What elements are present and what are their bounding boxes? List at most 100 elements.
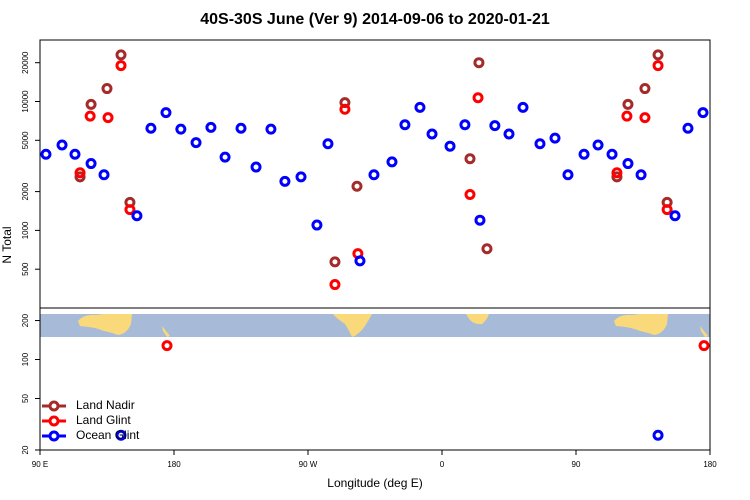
y-tick-label: 2000 <box>21 182 30 200</box>
point <box>621 110 633 122</box>
point <box>474 214 486 226</box>
x-tick-label: 180 <box>703 460 717 469</box>
point <box>578 148 590 160</box>
point <box>115 429 127 441</box>
y-axis-label: N Total <box>0 226 14 263</box>
y-tick-label: 50 <box>21 393 30 402</box>
point <box>102 112 114 124</box>
point <box>639 83 651 95</box>
point <box>652 429 664 441</box>
point <box>250 161 262 173</box>
point <box>549 132 561 144</box>
point <box>473 57 485 69</box>
point <box>426 128 438 140</box>
point <box>74 167 86 179</box>
point <box>611 171 623 183</box>
point <box>56 139 68 151</box>
point <box>472 92 484 104</box>
point <box>190 137 202 149</box>
point <box>235 122 247 134</box>
y-tick-label: 20000 <box>21 51 30 74</box>
point <box>279 175 291 187</box>
y-tick-label: 200 <box>21 313 30 327</box>
point <box>464 153 476 165</box>
legend-label: Land Nadir <box>76 398 135 412</box>
point <box>74 171 86 183</box>
point <box>444 140 456 152</box>
point <box>464 188 476 200</box>
point <box>606 148 618 160</box>
point <box>698 340 710 352</box>
point <box>175 123 187 135</box>
point <box>622 158 634 170</box>
point <box>534 138 546 150</box>
x-tick-label: 90 <box>572 460 581 469</box>
point <box>311 219 323 231</box>
point <box>354 255 366 267</box>
top-panel-frame <box>39 39 711 309</box>
point <box>592 139 604 151</box>
point <box>639 112 651 124</box>
point <box>661 204 673 216</box>
y-tick-label: 5000 <box>21 131 30 149</box>
map-strip <box>40 314 710 337</box>
point <box>697 107 709 119</box>
chart-title: 40S-30S June (Ver 9) 2014-09-06 to 2020-… <box>200 11 550 28</box>
point <box>265 123 277 135</box>
point <box>562 169 574 181</box>
y-tick-label: 100 <box>21 352 30 366</box>
point <box>669 210 681 222</box>
legend-marker <box>48 415 60 427</box>
point <box>399 119 411 131</box>
point <box>115 49 127 61</box>
point <box>386 156 398 168</box>
y-tick-label: 20 <box>21 445 30 454</box>
point <box>85 158 97 170</box>
point <box>503 128 515 140</box>
y-tick-label: 500 <box>21 262 30 276</box>
point <box>101 83 113 95</box>
point <box>115 60 127 72</box>
point <box>131 210 143 222</box>
point <box>161 340 173 352</box>
point <box>40 148 52 160</box>
x-tick-label: 0 <box>440 460 445 469</box>
point <box>489 120 501 132</box>
point <box>368 169 380 181</box>
x-tick-label: 90 W <box>299 460 318 469</box>
point <box>219 151 231 163</box>
point <box>160 107 172 119</box>
legend-label: Land Glint <box>76 413 131 427</box>
bottom-panel-frame <box>39 307 711 451</box>
point <box>84 110 96 122</box>
point <box>635 169 647 181</box>
x-tick-label: 180 <box>167 460 181 469</box>
point <box>652 49 664 61</box>
point <box>69 148 81 160</box>
point <box>205 121 217 133</box>
legend-marker <box>48 430 60 442</box>
point <box>517 101 529 113</box>
x-tick-label: 90 E <box>32 460 48 469</box>
point <box>622 98 634 110</box>
point <box>98 169 110 181</box>
point <box>124 204 136 216</box>
point <box>329 279 341 291</box>
point <box>481 243 493 255</box>
point <box>414 101 426 113</box>
point <box>85 98 97 110</box>
point <box>351 180 363 192</box>
legend-label: Ocean Glint <box>76 428 140 442</box>
point <box>145 122 157 134</box>
point <box>459 119 471 131</box>
point <box>322 138 334 150</box>
point <box>339 103 351 115</box>
point <box>611 167 623 179</box>
point <box>682 122 694 134</box>
legend-marker <box>48 400 60 412</box>
point <box>329 256 341 268</box>
y-tick-label: 10000 <box>21 90 30 113</box>
point <box>652 60 664 72</box>
y-tick-label: 1000 <box>21 221 30 239</box>
x-axis-label: Longitude (deg E) <box>327 476 422 490</box>
